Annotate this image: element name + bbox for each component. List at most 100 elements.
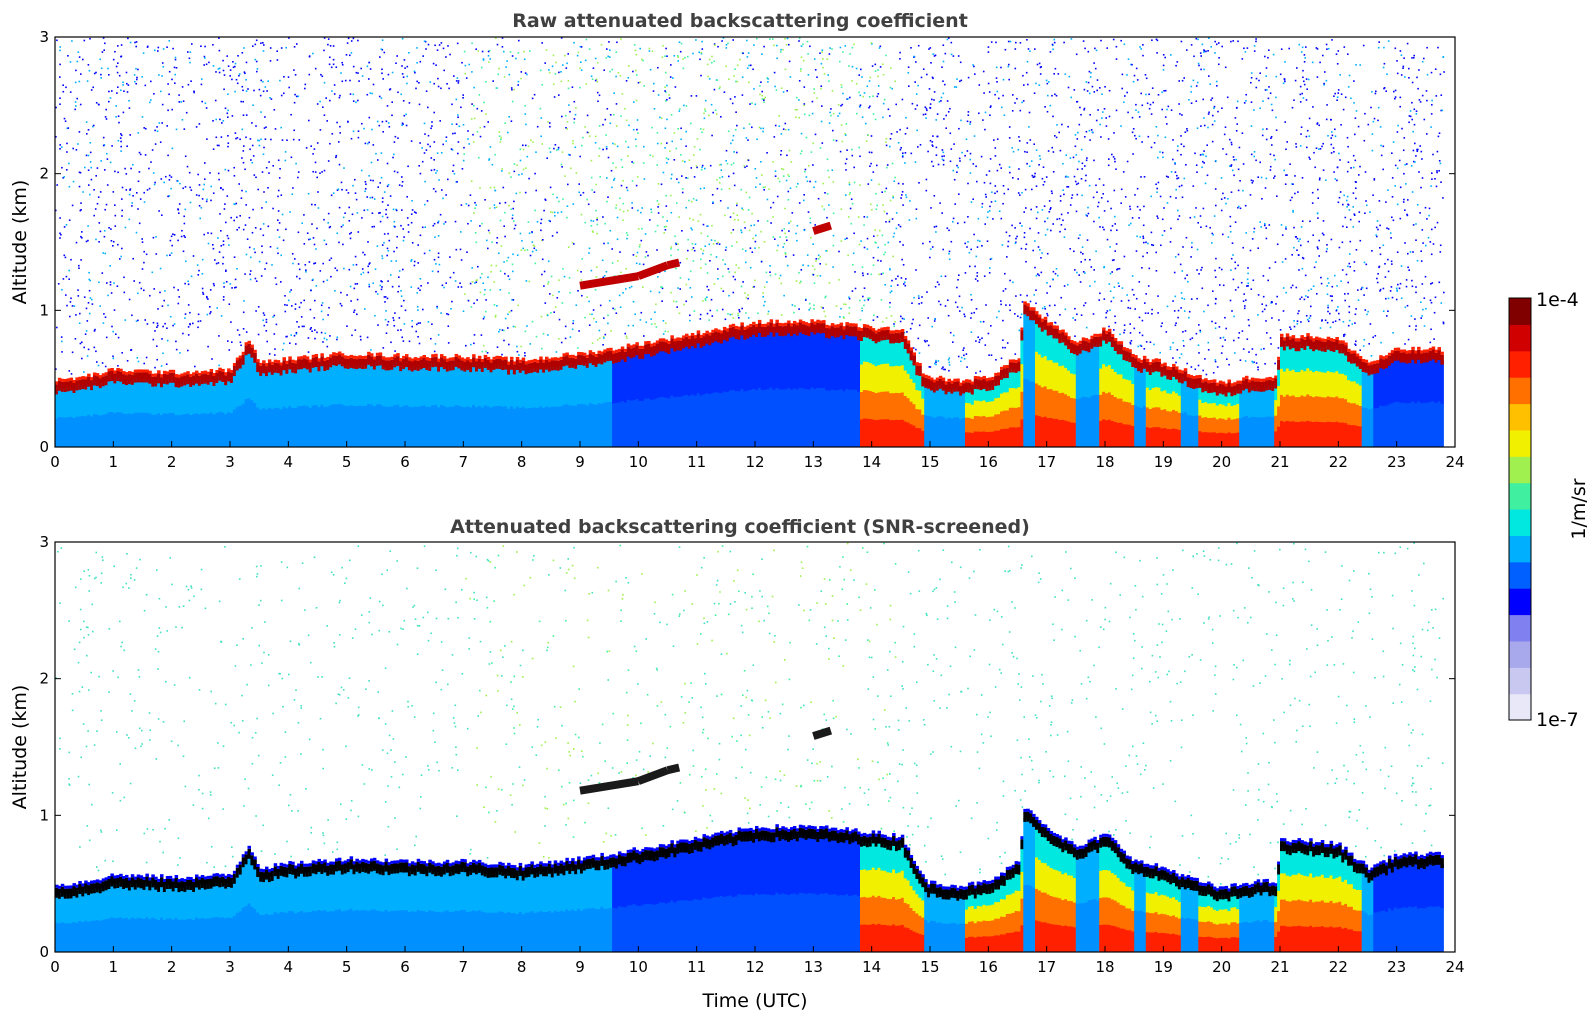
- y-tick-label: 3: [39, 533, 49, 551]
- x-tick-label: 22: [1329, 453, 1348, 471]
- colorbar-swatch: [1509, 341, 1531, 352]
- y-tick-label: 3: [39, 28, 49, 46]
- x-tick-label: 12: [745, 453, 764, 471]
- colorbar-scale: [1509, 298, 1531, 721]
- x-axis-label: Time (UTC): [701, 990, 807, 1012]
- x-tick-label: 16: [979, 958, 998, 976]
- x-tick-label: 13: [804, 453, 823, 471]
- x-tick-label: 11: [687, 453, 706, 471]
- raw-backscatter-panel: Raw attenuated backscattering coefficien…: [9, 10, 1465, 471]
- x-tick-label: 7: [459, 958, 469, 976]
- x-tick-label: 24: [1445, 453, 1464, 471]
- x-tick-label: 1: [109, 958, 119, 976]
- x-tick-label: 10: [629, 958, 648, 976]
- x-tick-label: 6: [400, 453, 410, 471]
- x-tick-label: 7: [459, 453, 469, 471]
- colorbar-swatch: [1509, 447, 1531, 457]
- x-tick-label: 18: [1095, 958, 1114, 976]
- x-tick-label: 14: [862, 958, 881, 976]
- x-tick-label: 14: [862, 453, 881, 471]
- y-axis-label: Altitude (km): [9, 685, 31, 810]
- colorbar-swatch: [1509, 632, 1531, 642]
- x-tick-label: 24: [1445, 958, 1464, 976]
- y-tick-label: 2: [39, 670, 49, 688]
- colorbar-swatch: [1509, 570, 1531, 580]
- x-tick-label: 15: [920, 453, 939, 471]
- x-tick-label: 22: [1329, 958, 1348, 976]
- colorbar-label: 1/m/sr: [1568, 478, 1590, 539]
- x-tick-label: 17: [1037, 453, 1056, 471]
- x-tick-label: 1: [109, 453, 119, 471]
- colorbar-swatch: [1509, 438, 1531, 449]
- x-tick-label: 6: [400, 958, 410, 976]
- colorbar-swatch: [1509, 623, 1531, 633]
- x-axis: 0 1 2 3 4 5 6 7 8 9 10 11 12 13 14 15 16 17 18 19 20 21 22 23 24: [50, 946, 1465, 976]
- panel-title: Raw attenuated backscattering coefficien…: [512, 10, 968, 32]
- colorbar-swatch: [1509, 333, 1531, 343]
- x-tick-label: 8: [517, 453, 527, 471]
- x-tick-label: 18: [1095, 453, 1114, 471]
- colorbar-frame: [1508, 297, 1532, 721]
- colorbar-swatch: [1509, 403, 1531, 413]
- colorbar-min-label: 1e-7: [1536, 709, 1579, 731]
- colorbar-swatch: [1509, 473, 1531, 484]
- colorbar-swatch: [1509, 482, 1531, 493]
- x-tick-label: 21: [1270, 453, 1289, 471]
- y-axis: 0 1 2 3: [39, 533, 1455, 961]
- colorbar-swatch: [1509, 649, 1531, 660]
- x-tick-label: 12: [745, 958, 764, 976]
- colorbar-swatch: [1509, 702, 1531, 712]
- colorbar-swatch: [1509, 298, 1531, 308]
- colorbar-swatch: [1509, 667, 1531, 677]
- colorbar-swatch: [1509, 535, 1531, 545]
- colorbar-swatch: [1509, 491, 1531, 501]
- x-tick-label: 8: [517, 958, 527, 976]
- colorbar-swatch: [1509, 429, 1531, 440]
- snr-screened-panel: Attenuated backscattering coefficient (S…: [9, 516, 1465, 1012]
- x-tick-label: 23: [1387, 453, 1406, 471]
- colorbar-swatch: [1509, 500, 1531, 510]
- x-tick-label: 5: [342, 958, 352, 976]
- colorbar-swatch: [1509, 377, 1531, 387]
- x-tick-label: 3: [225, 958, 235, 976]
- colorbar-swatch: [1509, 324, 1531, 334]
- panel-title: Attenuated backscattering coefficient (S…: [450, 516, 1030, 538]
- colorbar-swatch: [1509, 588, 1531, 598]
- heatmap-field: [55, 37, 1455, 447]
- x-tick-label: 13: [804, 958, 823, 976]
- x-tick-label: 9: [575, 453, 585, 471]
- x-tick-label: 5: [342, 453, 352, 471]
- y-tick-label: 1: [39, 301, 49, 319]
- colorbar-swatch: [1509, 544, 1531, 554]
- y-tick-label: 1: [39, 806, 49, 824]
- x-axis: 0 1 2 3 4 5 6 7 8 9 10 11 12 13 14 15 16 17 18 19 20 21 22 23 24: [50, 441, 1465, 471]
- colorbar-swatch: [1509, 456, 1531, 466]
- y-tick-label: 2: [39, 165, 49, 183]
- x-tick-label: 10: [629, 453, 648, 471]
- colorbar-swatch: [1509, 605, 1531, 616]
- colorbar-swatch: [1509, 412, 1531, 422]
- x-tick-label: 21: [1270, 958, 1289, 976]
- x-tick-label: 4: [284, 453, 294, 471]
- colorbar-swatch: [1509, 579, 1531, 589]
- colorbar-swatch: [1509, 640, 1531, 651]
- x-tick-label: 2: [167, 958, 177, 976]
- colorbar-swatch: [1509, 658, 1531, 668]
- x-tick-label: 20: [1212, 453, 1231, 471]
- y-axis-label: Altitude (km): [9, 180, 31, 305]
- colorbar-swatch: [1509, 421, 1531, 431]
- y-axis: 0 1 2 3: [39, 28, 1455, 456]
- colorbar-swatch: [1509, 509, 1531, 519]
- colorbar-max-label: 1e-4: [1536, 289, 1579, 311]
- heatmap-field: [55, 542, 1455, 952]
- y-tick-label: 0: [39, 943, 49, 961]
- colorbar-swatch: [1509, 693, 1531, 704]
- colorbar-swatch: [1509, 676, 1531, 686]
- colorbar-swatch: [1509, 711, 1531, 721]
- x-tick-label: 4: [284, 958, 294, 976]
- colorbar-swatch: [1509, 684, 1531, 695]
- y-tick-label: 0: [39, 438, 49, 456]
- colorbar-swatch: [1509, 350, 1531, 361]
- x-tick-label: 2: [167, 453, 177, 471]
